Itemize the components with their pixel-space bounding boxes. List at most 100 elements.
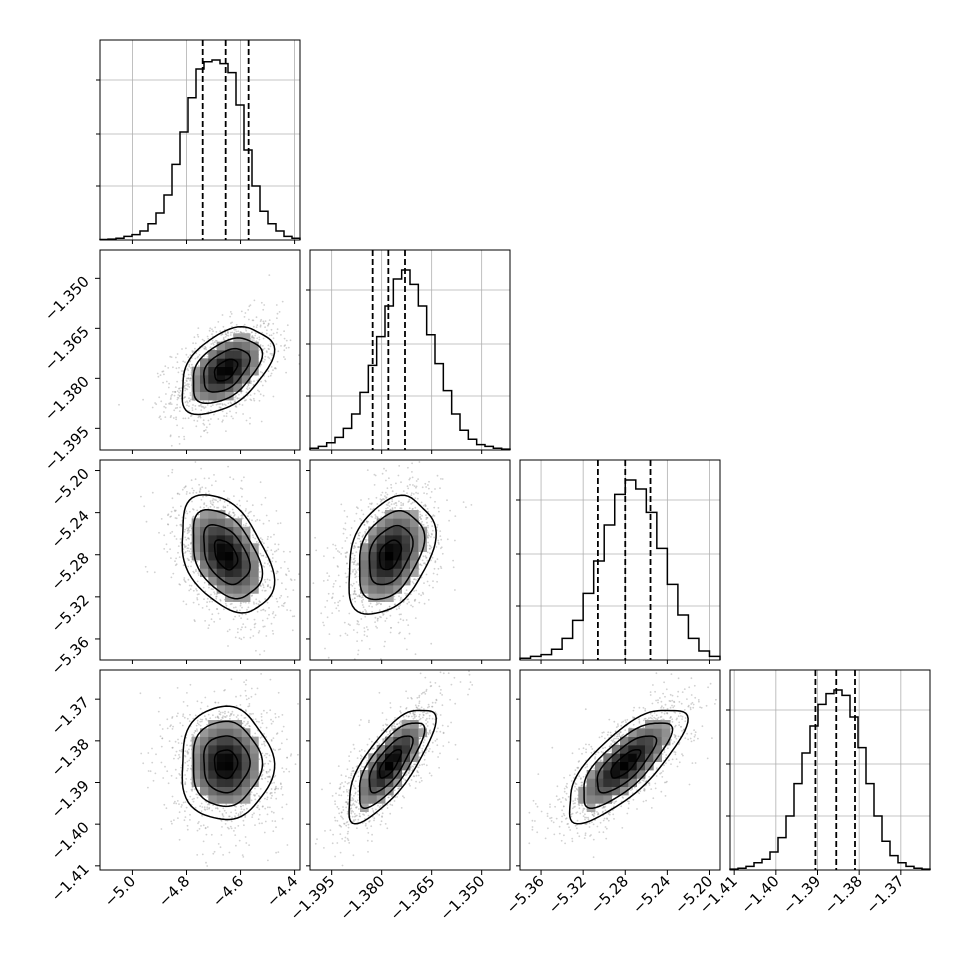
scatter-point: [377, 509, 380, 512]
scatter-point: [215, 340, 218, 342]
scatter-point: [206, 335, 209, 338]
scatter-point: [166, 551, 169, 553]
scatter-point: [354, 560, 357, 562]
scatter-point: [245, 329, 248, 332]
scatter-point: [253, 380, 255, 383]
scatter-point: [211, 404, 214, 406]
scatter-point: [162, 381, 165, 384]
scatter-point: [217, 418, 220, 420]
density-cell: [225, 391, 234, 401]
scatter-point: [260, 420, 263, 423]
scatter-point: [253, 514, 255, 517]
density-cell: [225, 350, 234, 359]
scatter-point: [268, 613, 270, 616]
scatter-point: [248, 602, 250, 604]
scatter-point: [394, 660, 396, 662]
scatter-point: [359, 595, 361, 598]
density-cell: [225, 543, 234, 552]
density-cell: [393, 568, 402, 577]
scatter-point: [385, 479, 387, 482]
scatter-point: [414, 653, 417, 656]
scatter-point: [203, 430, 205, 432]
scatter-point: [191, 351, 194, 354]
density-cell: [376, 593, 386, 602]
scatter-point: [270, 740, 273, 742]
scatter-point: [364, 615, 367, 618]
scatter-point: [274, 614, 277, 617]
scatter-point: [462, 501, 465, 503]
histogram-panel-1: [306, 249, 511, 451]
scatter-point: [214, 701, 217, 704]
scatter-point: [163, 405, 166, 408]
scatter-point: [360, 540, 362, 543]
scatter-point: [376, 603, 379, 606]
scatter-point: [204, 406, 207, 409]
scatter-point: [271, 612, 274, 615]
scatter-point: [394, 603, 396, 606]
scatter-point: [285, 347, 288, 349]
density-cell: [241, 585, 251, 594]
scatter-point: [366, 521, 369, 524]
scatter-point: [237, 628, 239, 630]
scatter-point: [236, 631, 239, 634]
density-cell: [233, 341, 242, 351]
scatter-point: [284, 601, 286, 604]
scatter-point: [249, 636, 252, 639]
scatter-point: [431, 556, 434, 559]
scatter-point: [411, 471, 413, 473]
scatter-point: [419, 563, 422, 566]
scatter-point: [270, 797, 273, 799]
scatter-point: [347, 623, 350, 626]
scatter-point: [348, 612, 351, 615]
scatter-point: [217, 506, 220, 509]
scatter-point: [414, 506, 417, 509]
scatter-point: [410, 502, 413, 505]
scatter-point: [160, 418, 162, 420]
scatter-point: [260, 318, 263, 321]
scatter-point: [354, 593, 357, 595]
scatter-point: [406, 492, 408, 494]
density-cell: [368, 560, 377, 569]
scatter-point: [234, 396, 236, 399]
scatter-point: [204, 345, 207, 348]
scatter-point: [357, 532, 360, 535]
scatter-point: [239, 504, 242, 507]
panel-frame: [99, 249, 301, 451]
scatter-point: [425, 573, 428, 576]
scatter-point: [214, 480, 217, 482]
scatter-point: [282, 550, 285, 553]
scatter-point: [265, 549, 268, 552]
scatter-point: [256, 610, 259, 613]
scatter-point: [204, 346, 207, 349]
scatter-point: [200, 405, 202, 407]
scatter-point: [352, 552, 354, 555]
scatter-point: [277, 522, 279, 525]
scatter-point: [207, 490, 210, 493]
scatter-point: [418, 601, 421, 604]
scatter-point: [374, 621, 376, 623]
scatter-point: [421, 559, 424, 562]
density-cell: [241, 560, 251, 569]
scatter-point: [183, 438, 186, 441]
scatter-point: [247, 697, 250, 700]
scatter-point: [301, 557, 303, 559]
scatter-point: [217, 500, 219, 503]
scatter-point: [245, 710, 247, 712]
scatter-point: [353, 561, 356, 563]
scatter-point: [221, 333, 224, 336]
scatter-point: [390, 486, 393, 489]
scatter-point: [189, 377, 192, 380]
scatter-point: [271, 553, 274, 556]
scatter-point: [262, 308, 265, 311]
scatter-point: [201, 718, 204, 721]
scatter-point: [350, 542, 353, 545]
scatter-point: [430, 546, 433, 549]
scatter-point: [439, 530, 442, 532]
scatter-point: [424, 503, 427, 506]
scatter-point: [172, 366, 174, 369]
scatter-point: [360, 596, 363, 599]
scatter-point: [146, 570, 149, 573]
scatter-point: [227, 711, 230, 714]
scatter-point: [187, 385, 189, 387]
scatter-point: [223, 608, 225, 611]
